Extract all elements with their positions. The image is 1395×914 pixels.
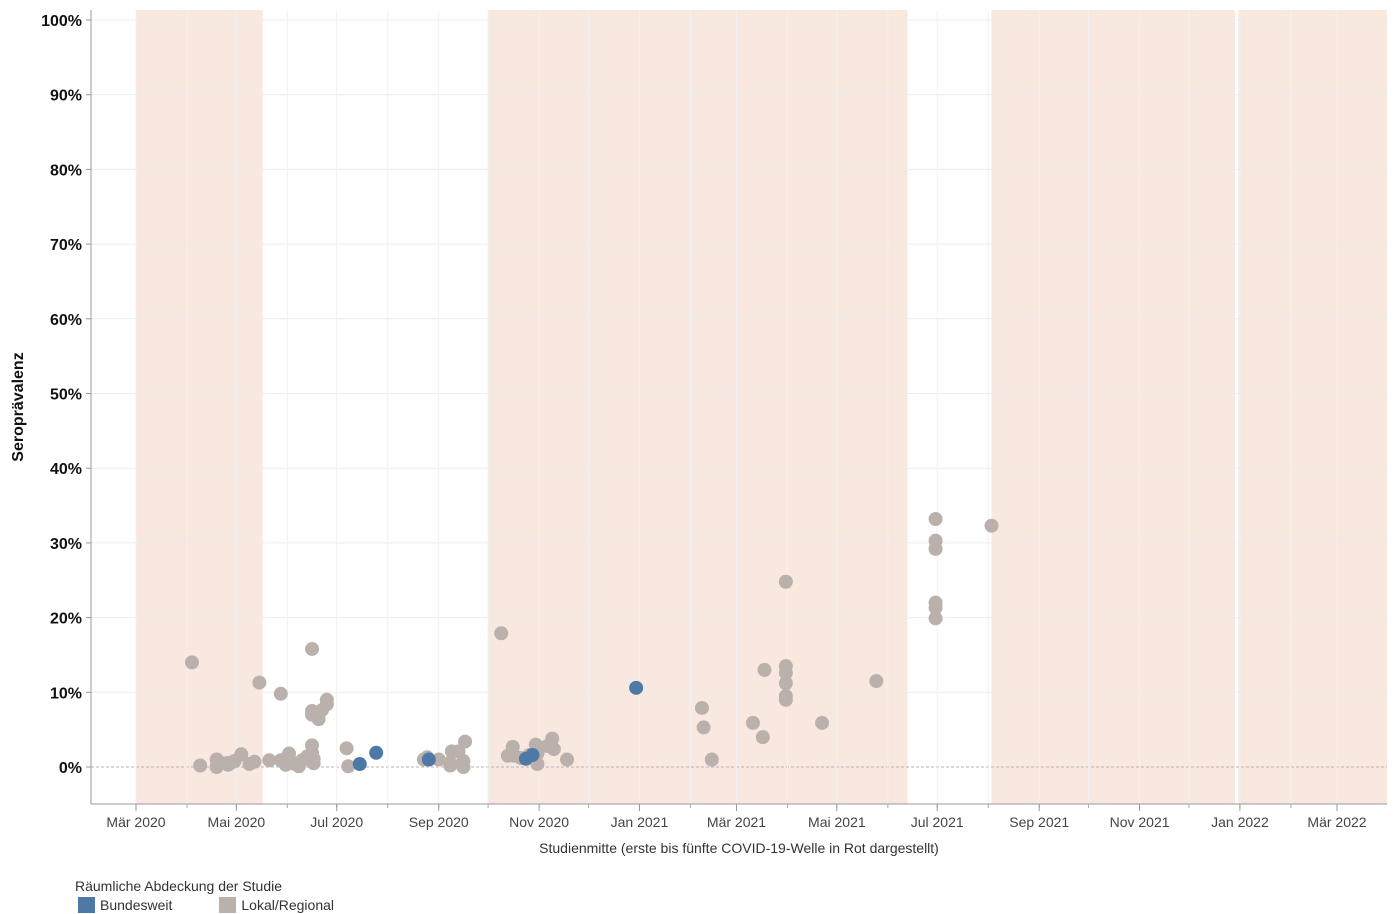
gridlines <box>91 10 1387 804</box>
wave-band-4 <box>1238 10 1387 804</box>
x-tick-label: Mai 2020 <box>208 814 266 830</box>
legend-item-bundesweit: Bundesweit <box>75 897 172 913</box>
wave-bands <box>136 10 1387 804</box>
point-lokal-regional <box>696 720 711 735</box>
point-lokal-regional <box>262 753 277 768</box>
y-axis-label: Seroprävalenz <box>10 352 27 461</box>
x-tick-label: Mär 2021 <box>707 814 766 830</box>
x-tick-label: Jan 2022 <box>1211 814 1269 830</box>
point-lokal-regional <box>234 747 249 762</box>
point-bundesweit <box>369 745 384 760</box>
axes <box>90 10 1387 805</box>
legend-swatch-bundesweit <box>78 897 95 913</box>
point-bundesweit <box>352 757 367 772</box>
legend: Räumliche Abdeckung der Studie Bundeswei… <box>75 878 378 913</box>
point-bundesweit <box>421 752 436 767</box>
legend-label-lokal-regional: Lokal/Regional <box>241 897 335 913</box>
y-tick-label: 80% <box>50 162 82 179</box>
y-tick-label: 60% <box>50 312 82 329</box>
y-axis-ticks: 0% 10% 20% 30% 40% 50% 60% 70% 80% 90% 100% <box>41 13 91 777</box>
legend-title: Räumliche Abdeckung der Studie <box>75 878 283 894</box>
x-tick-label: Mär 2022 <box>1307 814 1366 830</box>
x-tick-label: Mai 2021 <box>808 814 866 830</box>
y-tick-label: 10% <box>50 685 82 702</box>
point-lokal-regional <box>305 641 320 656</box>
point-lokal-regional <box>306 756 321 771</box>
x-tick-label: Sep 2020 <box>409 814 469 830</box>
wave-band-2 <box>488 10 908 804</box>
point-lokal-regional <box>778 665 793 680</box>
y-tick-label: 30% <box>50 536 82 553</box>
point-bundesweit <box>629 680 644 695</box>
point-lokal-regional <box>928 541 943 556</box>
point-lokal-regional <box>745 715 760 730</box>
y-tick-label: 100% <box>41 13 82 30</box>
y-tick-label: 90% <box>50 88 82 105</box>
point-lokal-regional <box>193 758 208 773</box>
x-tick-label: Mär 2020 <box>106 814 165 830</box>
point-lokal-regional <box>494 626 509 641</box>
point-lokal-regional <box>778 676 793 691</box>
point-lokal-regional <box>928 511 943 526</box>
y-tick-label: 70% <box>50 237 82 254</box>
data-points <box>184 511 999 774</box>
point-lokal-regional <box>560 752 575 767</box>
legend-label-bundesweit: Bundesweit <box>100 897 173 913</box>
legend-items: Bundesweit Lokal/Regional <box>75 897 378 913</box>
point-lokal-regional <box>341 759 356 774</box>
point-lokal-regional <box>928 600 943 615</box>
point-lokal-regional <box>704 752 719 767</box>
x-tick-label: Sep 2021 <box>1009 814 1069 830</box>
point-lokal-regional <box>431 752 446 767</box>
point-lokal-regional <box>984 518 999 533</box>
point-bundesweit <box>525 748 540 763</box>
point-lokal-regional <box>456 760 471 774</box>
point-lokal-regional <box>458 734 473 749</box>
point-lokal-regional <box>443 758 458 773</box>
point-lokal-regional <box>928 611 943 626</box>
wave-band-3 <box>991 10 1235 804</box>
x-tick-label: Jul 2021 <box>911 814 964 830</box>
point-lokal-regional <box>247 754 262 769</box>
point-lokal-regional <box>319 697 334 712</box>
point-lokal-regional <box>755 730 770 745</box>
x-axis-label: Studienmitte (erste bis fünfte COVID-19-… <box>539 840 939 856</box>
legend-item-lokal-regional: Lokal/Regional <box>216 897 334 913</box>
point-lokal-regional <box>339 741 354 756</box>
x-tick-label: Jul 2020 <box>310 814 363 830</box>
wave-band-1 <box>136 10 263 804</box>
point-lokal-regional <box>546 742 561 757</box>
y-tick-label: 0% <box>59 760 82 777</box>
point-lokal-regional <box>273 686 288 701</box>
point-lokal-regional <box>869 674 884 689</box>
x-tick-label: Nov 2020 <box>509 814 569 830</box>
x-tick-label: Jan 2021 <box>611 814 669 830</box>
point-lokal-regional <box>757 662 772 677</box>
y-tick-label: 40% <box>50 461 82 478</box>
x-tick-label: Nov 2021 <box>1110 814 1170 830</box>
point-lokal-regional <box>184 655 199 670</box>
x-axis-ticks: Mär 2020 Mai 2020 Jul 2020 Sep 2020 Nov 2020… <box>106 804 1367 830</box>
point-lokal-regional <box>778 574 793 589</box>
y-tick-label: 20% <box>50 611 82 628</box>
y-tick-label: 50% <box>50 387 82 404</box>
point-lokal-regional <box>815 715 830 730</box>
point-lokal-regional <box>545 731 560 746</box>
legend-swatch-lokal-regional <box>219 897 237 913</box>
point-lokal-regional <box>694 700 709 715</box>
point-lokal-regional <box>252 675 267 690</box>
point-lokal-regional <box>778 692 793 707</box>
